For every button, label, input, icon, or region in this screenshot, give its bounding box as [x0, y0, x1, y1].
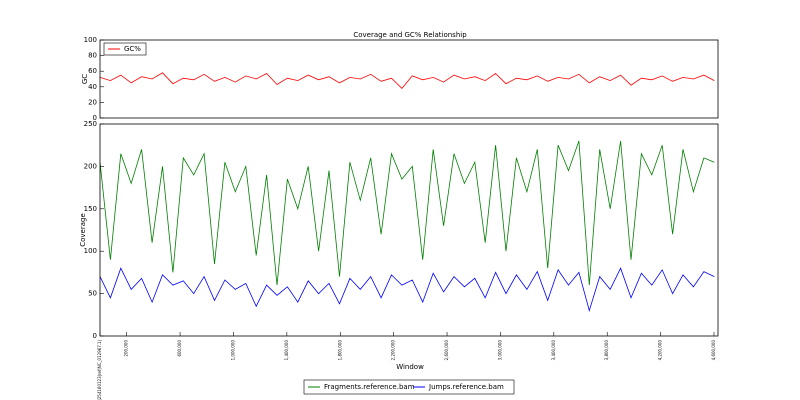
x-tick-label: 4,200,000	[658, 340, 663, 361]
x-tick-label: 3,000,000	[497, 340, 502, 361]
y-tick-label: 0	[93, 114, 97, 122]
series-line	[99, 140, 715, 286]
legend-box	[103, 42, 147, 56]
x-tick-label: 1,000,000	[230, 340, 235, 361]
y-tick-label: 80	[88, 52, 97, 60]
x-tick-label: 3,400,000	[551, 340, 556, 361]
y-tick-label: 60	[88, 67, 97, 75]
x-tick-label: 3,800,000	[604, 340, 609, 361]
x-tick-label: 2,600,000	[444, 340, 449, 361]
x-tick-label: 200,000	[124, 340, 129, 357]
x-tick-label: 4,600,000	[711, 340, 716, 361]
legend-label: Fragments.reference.bam	[324, 383, 415, 391]
y-tick-label: 50	[88, 290, 97, 298]
y-tick-label: 0	[93, 332, 97, 340]
x-tick-label: 600,000	[177, 340, 182, 357]
y-tick-label: 150	[84, 205, 97, 213]
series-line	[99, 72, 715, 89]
x-tick-label: 1,800,000	[337, 340, 342, 361]
y-axis-label: GC	[81, 74, 89, 84]
y-tick-label: 200	[84, 162, 97, 170]
y-tick-label: 100	[84, 36, 97, 44]
y-axis-label: Coverage	[79, 213, 87, 247]
x-tick-label: 1,400,000	[284, 340, 289, 361]
legend-label: GC%	[124, 45, 141, 53]
x-tick-label: gi|254160123|ref|NC_012967.1|	[97, 340, 102, 400]
x-tick-label: 2,200,000	[391, 340, 396, 361]
x-axis-label: Window	[396, 363, 424, 371]
chart-title: Coverage and GC% Relationship	[353, 31, 467, 39]
legend-label: Jumps.reference.bam	[428, 383, 504, 391]
series-line	[99, 267, 715, 313]
y-tick-label: 20	[88, 98, 97, 106]
y-tick-label: 40	[88, 83, 97, 91]
y-tick-label: 250	[84, 120, 97, 128]
plot-frame	[99, 123, 719, 337]
y-tick-label: 100	[84, 247, 97, 255]
plot-frame	[99, 39, 719, 119]
legend-box	[303, 379, 515, 395]
